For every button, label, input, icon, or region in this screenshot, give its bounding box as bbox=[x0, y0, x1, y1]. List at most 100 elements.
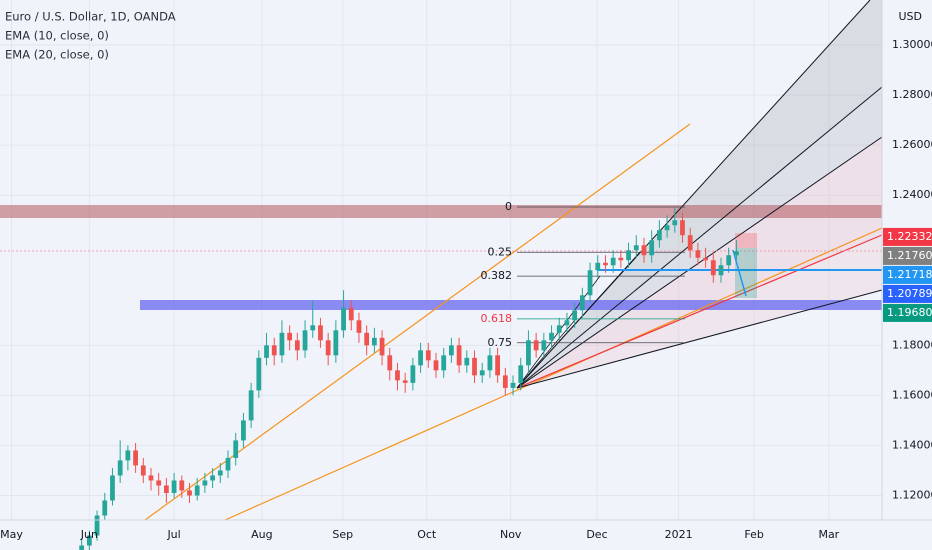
candle-body bbox=[333, 330, 339, 356]
candle-body bbox=[656, 230, 662, 241]
candle-body bbox=[171, 480, 177, 493]
x-tick-label: 2021 bbox=[665, 528, 693, 541]
x-tick-label: Feb bbox=[744, 528, 763, 541]
candle-body bbox=[687, 235, 693, 251]
y-tick-label: 1.30000 bbox=[892, 38, 932, 51]
candle-body bbox=[179, 480, 185, 491]
fan-line bbox=[516, 289, 883, 389]
candle-body bbox=[603, 262, 608, 266]
candle-body bbox=[472, 357, 477, 376]
price-label-box bbox=[883, 303, 932, 322]
candle-body bbox=[94, 515, 100, 536]
candle-body bbox=[148, 475, 154, 481]
candle-body bbox=[649, 240, 655, 256]
candle-body bbox=[710, 260, 716, 276]
candle-body bbox=[664, 225, 670, 231]
fan-line bbox=[516, 234, 883, 389]
candle-body bbox=[225, 457, 231, 471]
candle-body bbox=[487, 355, 493, 371]
candle-body bbox=[163, 485, 169, 493]
candle-body bbox=[718, 265, 724, 276]
x-tick-label: Dec bbox=[586, 528, 607, 541]
candle-body bbox=[518, 365, 524, 383]
price-label: 1.19680 bbox=[887, 306, 932, 319]
candle-body bbox=[194, 485, 200, 496]
price-label: 1.21718 bbox=[887, 268, 932, 281]
candle-body bbox=[626, 250, 631, 261]
candle-body bbox=[464, 357, 470, 366]
candle-body bbox=[595, 262, 601, 271]
position-stop bbox=[735, 233, 757, 248]
fib-label: 0.75 bbox=[488, 336, 513, 349]
candle-body bbox=[572, 310, 578, 321]
candle-body bbox=[187, 490, 192, 496]
position-target bbox=[735, 248, 757, 298]
candle-body bbox=[533, 340, 539, 351]
candle-body bbox=[356, 320, 362, 333]
price-label-box bbox=[883, 246, 932, 265]
candle-body bbox=[341, 307, 346, 331]
candle-body bbox=[279, 332, 285, 356]
y-tick-label: 1.28000 bbox=[892, 88, 932, 101]
candle-body bbox=[734, 251, 739, 256]
candle-body bbox=[379, 337, 385, 356]
candle-body bbox=[233, 440, 239, 458]
y-tick-label: 1.14000 bbox=[892, 438, 932, 451]
candle-body bbox=[433, 360, 439, 371]
fan-line bbox=[516, 319, 576, 389]
candle-body bbox=[79, 545, 85, 550]
y-tick-label: 1.16000 bbox=[892, 388, 932, 401]
drawings bbox=[0, 0, 883, 521]
candle-body bbox=[418, 350, 423, 366]
candle-body bbox=[610, 257, 616, 266]
candle-body bbox=[579, 295, 585, 311]
candle-body bbox=[256, 357, 262, 391]
candle-body bbox=[695, 250, 701, 258]
candle-body bbox=[502, 375, 508, 388]
candle-body bbox=[526, 340, 531, 366]
candle-body bbox=[541, 340, 547, 351]
candle-body bbox=[302, 330, 308, 351]
candle-body bbox=[241, 420, 246, 441]
indicator-label: EMA (20, close, 0) bbox=[5, 48, 109, 62]
candle-body bbox=[510, 382, 516, 388]
candle-body bbox=[202, 480, 208, 486]
candle-body bbox=[633, 245, 639, 251]
candle-body bbox=[325, 340, 331, 356]
fib-retracement: 0 0.25 0.382 0.618 0.75 bbox=[481, 200, 685, 349]
candle-body bbox=[703, 257, 708, 261]
candle-body bbox=[495, 355, 501, 376]
candle-body bbox=[549, 332, 554, 341]
candle-body bbox=[425, 350, 431, 361]
y-tick-label: 1.26000 bbox=[892, 138, 932, 151]
candle-body bbox=[217, 470, 223, 476]
trend-line bbox=[224, 227, 883, 521]
candle-body bbox=[133, 450, 138, 466]
x-tick-label: Mar bbox=[818, 528, 839, 541]
candle-body bbox=[318, 325, 323, 341]
candles bbox=[79, 207, 739, 550]
fib-label: 0.618 bbox=[481, 312, 513, 325]
candle-body bbox=[456, 345, 462, 366]
x-tick-label: Nov bbox=[500, 528, 522, 541]
candle-body bbox=[294, 340, 300, 351]
candle-body bbox=[117, 460, 123, 476]
price-label-box bbox=[883, 265, 932, 284]
candle-body bbox=[348, 307, 354, 321]
fan-line bbox=[516, 136, 883, 389]
x-tick-label: May bbox=[0, 528, 23, 541]
candle-body bbox=[287, 332, 293, 341]
candle-body bbox=[264, 345, 269, 358]
candle-body bbox=[410, 365, 416, 383]
candle-body bbox=[387, 355, 393, 371]
candle-body bbox=[248, 390, 254, 421]
candle-body bbox=[441, 355, 447, 371]
candle-body bbox=[271, 345, 277, 356]
candle-body bbox=[680, 220, 685, 236]
candle-body bbox=[102, 500, 108, 516]
x-tick-label: Jun bbox=[80, 528, 98, 541]
candle-body bbox=[618, 257, 624, 261]
x-tick-label: Aug bbox=[251, 528, 272, 541]
candle-body bbox=[310, 325, 316, 331]
